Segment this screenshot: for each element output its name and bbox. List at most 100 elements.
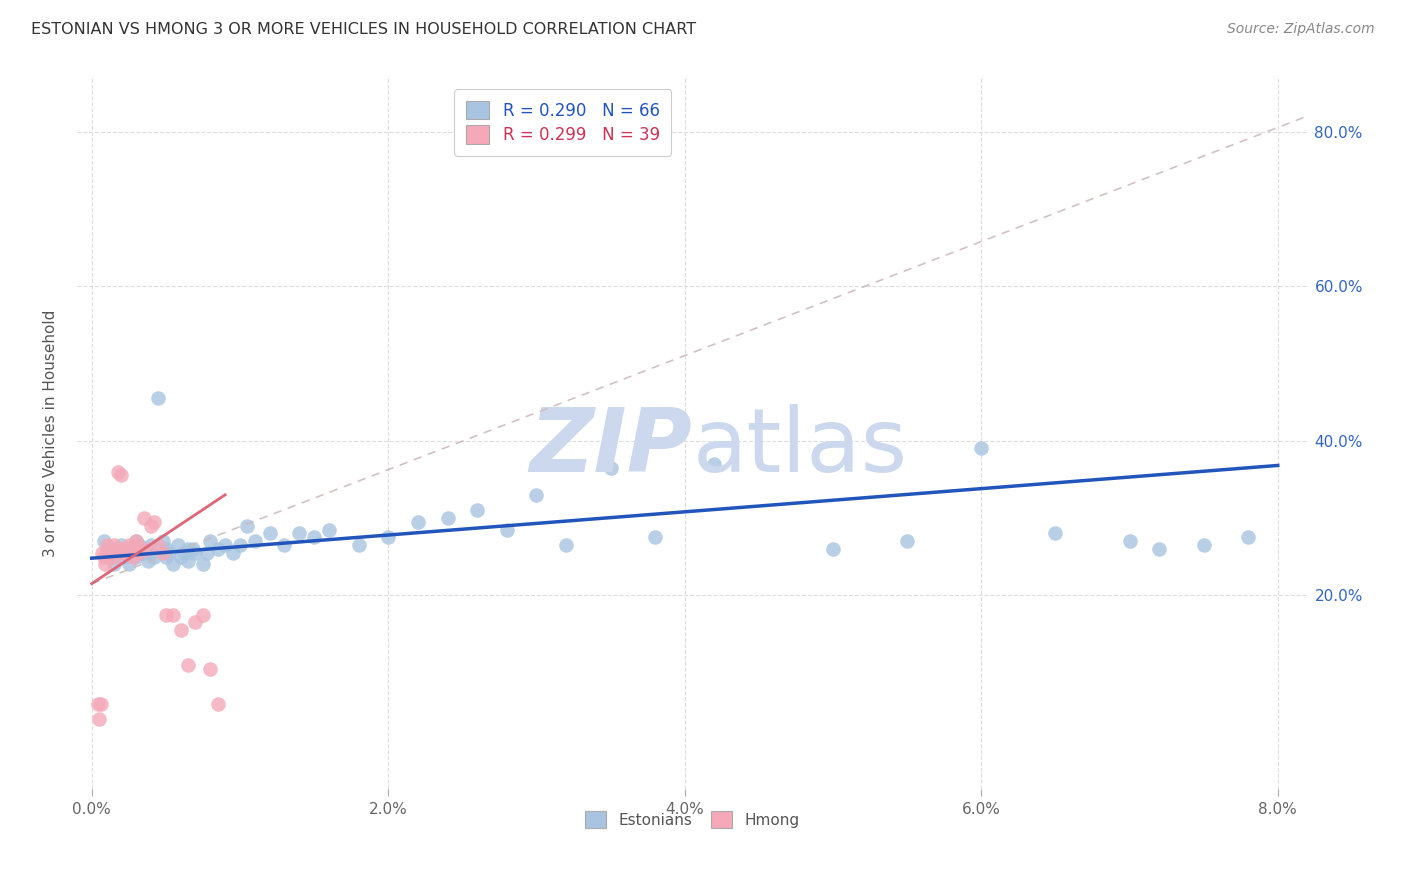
Point bbox=[184, 615, 207, 630]
Point bbox=[406, 515, 429, 529]
Point bbox=[125, 549, 148, 564]
Point bbox=[377, 530, 399, 544]
Point bbox=[318, 523, 340, 537]
Point bbox=[93, 534, 115, 549]
Point bbox=[191, 607, 214, 622]
Point bbox=[143, 515, 166, 529]
Point bbox=[87, 712, 110, 726]
Point bbox=[107, 546, 129, 560]
Point bbox=[103, 538, 125, 552]
Point bbox=[148, 538, 170, 552]
Point bbox=[152, 534, 174, 549]
Point bbox=[599, 460, 621, 475]
Point bbox=[91, 546, 114, 560]
Point bbox=[555, 538, 578, 552]
Point bbox=[112, 549, 135, 564]
Point bbox=[157, 546, 180, 560]
Point bbox=[103, 558, 125, 572]
Point bbox=[110, 538, 132, 552]
Point bbox=[703, 457, 725, 471]
Text: ESTONIAN VS HMONG 3 OR MORE VEHICLES IN HOUSEHOLD CORRELATION CHART: ESTONIAN VS HMONG 3 OR MORE VEHICLES IN … bbox=[31, 22, 696, 37]
Point bbox=[1118, 534, 1140, 549]
Point bbox=[101, 546, 124, 560]
Point bbox=[166, 538, 188, 552]
Point bbox=[195, 546, 218, 560]
Point bbox=[125, 534, 148, 549]
Point bbox=[107, 465, 129, 479]
Point bbox=[118, 558, 141, 572]
Point bbox=[118, 541, 141, 556]
Point bbox=[132, 546, 155, 560]
Point bbox=[148, 391, 170, 405]
Point bbox=[184, 546, 207, 560]
Text: ZIP: ZIP bbox=[530, 404, 692, 491]
Point bbox=[259, 526, 281, 541]
Point bbox=[96, 541, 118, 556]
Point bbox=[143, 549, 166, 564]
Point bbox=[644, 530, 666, 544]
Point bbox=[207, 697, 229, 711]
Point bbox=[191, 558, 214, 572]
Point bbox=[136, 553, 159, 567]
Text: atlas: atlas bbox=[692, 404, 907, 491]
Point bbox=[200, 662, 222, 676]
Point bbox=[1147, 541, 1170, 556]
Point bbox=[132, 541, 155, 556]
Point bbox=[155, 607, 177, 622]
Point bbox=[118, 541, 141, 556]
Point bbox=[100, 546, 122, 560]
Point bbox=[94, 558, 117, 572]
Point bbox=[96, 546, 118, 560]
Point bbox=[1237, 530, 1260, 544]
Point bbox=[139, 546, 162, 560]
Point bbox=[288, 526, 311, 541]
Point bbox=[125, 534, 148, 549]
Point bbox=[110, 541, 132, 556]
Point bbox=[122, 546, 145, 560]
Point bbox=[122, 549, 145, 564]
Point bbox=[132, 511, 155, 525]
Point bbox=[526, 488, 548, 502]
Point bbox=[93, 549, 115, 564]
Point bbox=[90, 697, 112, 711]
Point bbox=[118, 538, 141, 552]
Point bbox=[214, 538, 236, 552]
Point bbox=[114, 546, 136, 560]
Point bbox=[112, 546, 135, 560]
Point bbox=[273, 538, 295, 552]
Point bbox=[821, 541, 844, 556]
Point bbox=[302, 530, 325, 544]
Point bbox=[136, 541, 159, 556]
Point bbox=[139, 518, 162, 533]
Point bbox=[495, 523, 517, 537]
Point bbox=[896, 534, 918, 549]
Point bbox=[128, 546, 150, 560]
Point bbox=[169, 623, 191, 637]
Point bbox=[177, 553, 200, 567]
Point bbox=[86, 697, 108, 711]
Point bbox=[104, 541, 127, 556]
Point bbox=[110, 468, 132, 483]
Point bbox=[98, 549, 121, 564]
Point bbox=[177, 657, 200, 672]
Point bbox=[125, 538, 148, 552]
Point bbox=[200, 534, 222, 549]
Point bbox=[103, 549, 125, 564]
Y-axis label: 3 or more Vehicles in Household: 3 or more Vehicles in Household bbox=[44, 310, 58, 557]
Point bbox=[96, 538, 118, 552]
Point bbox=[181, 541, 204, 556]
Point bbox=[103, 541, 125, 556]
Point bbox=[152, 546, 174, 560]
Point bbox=[169, 549, 191, 564]
Point bbox=[139, 538, 162, 552]
Point bbox=[229, 538, 252, 552]
Point bbox=[243, 534, 266, 549]
Point bbox=[155, 541, 177, 556]
Point bbox=[236, 518, 259, 533]
Text: Source: ZipAtlas.com: Source: ZipAtlas.com bbox=[1227, 22, 1375, 37]
Point bbox=[98, 549, 121, 564]
Point bbox=[1045, 526, 1067, 541]
Point bbox=[465, 503, 488, 517]
Legend: Estonians, Hmong: Estonians, Hmong bbox=[579, 805, 806, 834]
Point bbox=[177, 541, 200, 556]
